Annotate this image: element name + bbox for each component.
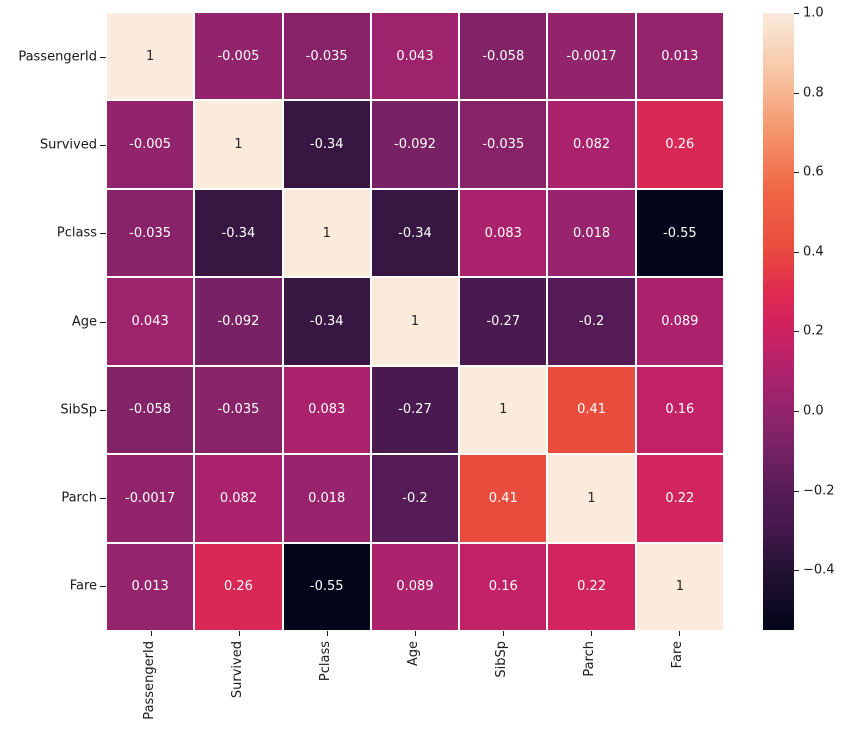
heatmap-cell-PassengerId-SibSp: -0.058: [460, 13, 547, 100]
y-tick-label-Fare: Fare: [69, 578, 97, 594]
x-tick-mark: [239, 631, 240, 636]
heatmap-cell-Pclass-Age: -0.34: [371, 189, 459, 277]
heatmap-cell-Pclass-SibSp: 0.083: [460, 189, 547, 277]
y-tick-label-Age: Age: [71, 314, 97, 329]
heatmap-cell-Parch-SibSp: 0.41: [460, 455, 547, 542]
x-tick-mark: [151, 631, 152, 636]
heatmap-cell-Age-Pclass: -0.34: [283, 278, 370, 365]
heatmap-cell-SibSp-SibSp: 1: [460, 366, 547, 454]
y-tick-mark: [100, 585, 106, 587]
heatmap-cell-Parch-Fare: 0.22: [636, 455, 723, 542]
y-tick-mark: [100, 497, 106, 499]
colorbar-tick-mark: [794, 570, 799, 572]
x-tick-label-PassengerId: PassengerId: [142, 641, 157, 720]
y-tick-label-PassengerId: PassengerId: [18, 49, 97, 65]
heatmap-cell-SibSp-PassengerId: -0.058: [107, 366, 194, 454]
heatmap-cell-Age-Age: 1: [371, 278, 459, 365]
heatmap-cell-Parch-Age: -0.2: [371, 455, 459, 542]
heatmap-grid: 1 -0.005 -0.035 0.043 -0.058 -0.0017 0.013 -0.0…: [107, 13, 723, 630]
heatmap-cell-PassengerId-Survived: -0.005: [195, 13, 282, 100]
heatmap-cell-Survived-Survived: 1: [195, 101, 282, 188]
heatmap-cell-Age-SibSp: -0.27: [460, 278, 547, 365]
y-tick-mark: [100, 409, 106, 411]
heatmap-cell-Age-Survived: -0.092: [195, 278, 282, 365]
heatmap-cell-SibSp-Pclass: 0.083: [283, 366, 370, 454]
heatmap-cell-Pclass-PassengerId: -0.035: [107, 189, 194, 277]
heatmap-cell-SibSp-Age: -0.27: [371, 366, 459, 454]
x-tick-mark: [591, 631, 592, 636]
heatmap-cell-Fare-Survived: 0.26: [195, 543, 282, 630]
x-tick-mark: [327, 631, 328, 636]
heatmap-cell-PassengerId-Age: 0.043: [371, 13, 459, 100]
heatmap-cell-Parch-PassengerId: -0.0017: [107, 455, 194, 542]
heatmap-cell-Pclass-Pclass: 1: [283, 189, 370, 277]
heatmap-cell-Parch-Parch: 1: [548, 455, 635, 542]
heatmap-cell-Fare-PassengerId: 0.013: [107, 543, 194, 630]
colorbar-tick-mark: [794, 92, 799, 94]
y-tick-label-SibSp: SibSp: [60, 402, 97, 418]
colorbar-tick-label-−0.2: −0.2: [803, 483, 835, 499]
heatmap-cell-PassengerId-Pclass: -0.035: [283, 13, 370, 100]
x-tick-mark: [679, 631, 680, 636]
x-tick-label-Age: Age: [406, 641, 421, 667]
colorbar-tick-label-0.6: 0.6: [803, 164, 824, 180]
heatmap-cell-Fare-Pclass: -0.55: [283, 543, 370, 630]
colorbar-tick-mark: [794, 172, 799, 174]
heatmap-cell-Survived-SibSp: -0.035: [460, 101, 547, 188]
heatmap-cell-Survived-Parch: 0.082: [548, 101, 635, 188]
heatmap-cell-Fare-SibSp: 0.16: [460, 543, 547, 630]
y-tick-mark: [100, 233, 106, 235]
y-tick-label-Pclass: Pclass: [56, 225, 97, 241]
heatmap-cell-Parch-Pclass: 0.018: [283, 455, 370, 542]
heatmap-cell-Fare-Fare: 1: [636, 543, 723, 630]
heatmap-cell-PassengerId-PassengerId: 1: [107, 13, 194, 100]
heatmap-cell-Pclass-Parch: 0.018: [548, 189, 635, 277]
colorbar-tick-mark: [794, 251, 799, 253]
colorbar: [763, 13, 794, 630]
colorbar-tick-label-0.4: 0.4: [803, 244, 824, 260]
colorbar-tick-label-0.8: 0.8: [803, 85, 824, 101]
heatmap-cell-SibSp-Survived: -0.035: [195, 366, 282, 454]
colorbar-tick-label-0.2: 0.2: [803, 323, 824, 339]
colorbar-tick-label-−0.4: −0.4: [803, 562, 835, 578]
heatmap-cell-Survived-Fare: 0.26: [636, 101, 723, 188]
heatmap-cell-PassengerId-Fare: 0.013: [636, 13, 723, 100]
y-tick-label-Parch: Parch: [61, 490, 97, 506]
heatmap-cell-Parch-Survived: 0.082: [195, 455, 282, 542]
heatmap-cell-Survived-Age: -0.092: [371, 101, 459, 188]
heatmap-cell-SibSp-Fare: 0.16: [636, 366, 723, 454]
x-tick-label-Survived: Survived: [230, 641, 245, 699]
colorbar-tick-label-1.0: 1.0: [803, 5, 824, 21]
x-tick-label-SibSp: SibSp: [494, 641, 509, 678]
heatmap-cell-Survived-PassengerId: -0.005: [107, 101, 194, 188]
y-tick-mark: [100, 57, 106, 59]
heatmap-cell-Age-PassengerId: 0.043: [107, 278, 194, 365]
y-tick-mark: [100, 321, 106, 323]
x-tick-label-Parch: Parch: [582, 641, 597, 677]
colorbar-tick-label-0.0: 0.0: [803, 403, 824, 419]
colorbar-tick-mark: [794, 13, 799, 14]
colorbar-tick-mark: [794, 490, 799, 492]
x-tick-mark: [503, 631, 504, 636]
heatmap-cell-PassengerId-Parch: -0.0017: [548, 13, 635, 100]
heatmap-cell-Pclass-Fare: -0.55: [636, 189, 723, 277]
y-tick-mark: [100, 145, 106, 147]
heatmap-cell-Fare-Parch: 0.22: [548, 543, 635, 630]
x-tick-label-Pclass: Pclass: [318, 641, 333, 682]
heatmap-cell-SibSp-Parch: 0.41: [548, 366, 635, 454]
y-tick-label-Survived: Survived: [39, 137, 97, 153]
heatmap-cell-Pclass-Survived: -0.34: [195, 189, 282, 277]
heatmap-cell-Survived-Pclass: -0.34: [283, 101, 370, 188]
colorbar-tick-mark: [794, 411, 799, 413]
colorbar-tick-mark: [794, 331, 799, 333]
x-tick-mark: [415, 631, 416, 636]
heatmap-cell-Fare-Age: 0.089: [371, 543, 459, 630]
heatmap-cell-Age-Parch: -0.2: [548, 278, 635, 365]
x-tick-label-Fare: Fare: [670, 641, 685, 669]
heatmap-cell-Age-Fare: 0.089: [636, 278, 723, 365]
